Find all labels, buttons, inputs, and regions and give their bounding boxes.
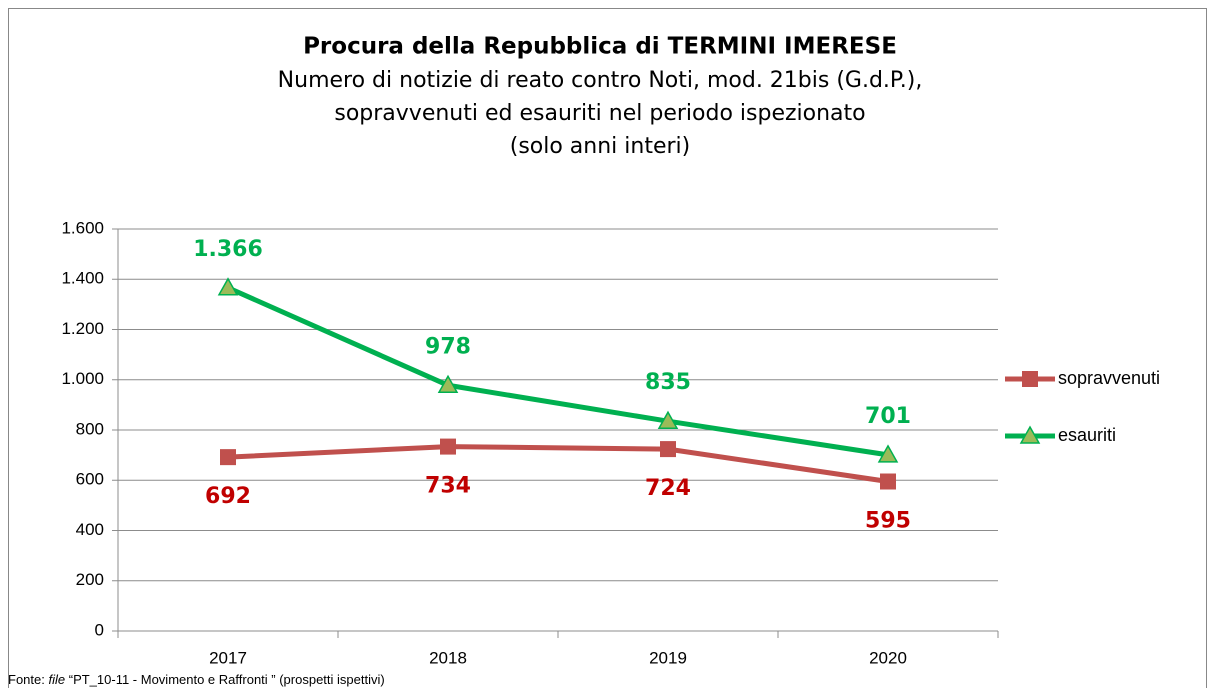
y-tick-label: 1.600: [61, 218, 104, 237]
series-line: [226, 285, 889, 458]
chart-subtitle: Numero di notizie di reato contro Noti, …: [278, 68, 923, 93]
chart-subtitle: sopravvenuti ed esauriti nel periodo isp…: [334, 101, 865, 126]
chart-subtitle: (solo anni interi): [510, 134, 691, 159]
series-line: [227, 444, 889, 484]
source-italic: file: [48, 672, 65, 687]
data-label: 595: [865, 509, 911, 534]
y-tick-label: 800: [76, 419, 104, 438]
source-rest: “PT_10-11 - Movimento e Raffronti ” (pro…: [69, 672, 385, 687]
chart-border: [8, 8, 1207, 688]
marker-square: [660, 441, 676, 458]
marker-square: [220, 449, 236, 466]
y-tick-label: 0: [95, 620, 104, 639]
data-label: 692: [205, 484, 251, 509]
x-tick-label: 2017: [209, 648, 247, 667]
x-tick-label: 2019: [649, 648, 687, 667]
marker-triangle: [217, 277, 239, 296]
y-tick-label: 200: [76, 570, 104, 589]
data-label: 835: [645, 370, 691, 395]
x-tick-label: 2018: [429, 648, 467, 667]
marker-triangle: [437, 374, 459, 394]
y-tick-label: 1.400: [61, 269, 104, 288]
marker-square: [1022, 371, 1038, 387]
data-label: 701: [865, 404, 911, 429]
marker-triangle: [1019, 425, 1041, 444]
y-tick-label: 1.200: [61, 319, 104, 338]
legend-label: esauriti: [1058, 425, 1116, 445]
marker-triangle: [877, 444, 899, 463]
source-prefix: Fonte:: [8, 672, 45, 687]
marker-square: [440, 438, 456, 455]
y-tick-label: 600: [76, 470, 104, 489]
data-label: 734: [425, 474, 471, 499]
source-note: Fonte: file “PT_10-11 - Movimento e Raff…: [8, 672, 385, 687]
marker-triangle: [657, 410, 679, 429]
data-label: 1.366: [193, 237, 263, 262]
legend-label: sopravvenuti: [1058, 368, 1160, 388]
chart-title: Procura della Repubblica di TERMINI IMER…: [303, 34, 897, 60]
x-tick-label: 2020: [869, 648, 907, 667]
marker-square: [880, 473, 896, 490]
data-label: 724: [645, 476, 691, 501]
y-tick-label: 400: [76, 520, 104, 539]
y-tick-label: 1.000: [61, 369, 104, 388]
data-label: 978: [425, 334, 471, 359]
